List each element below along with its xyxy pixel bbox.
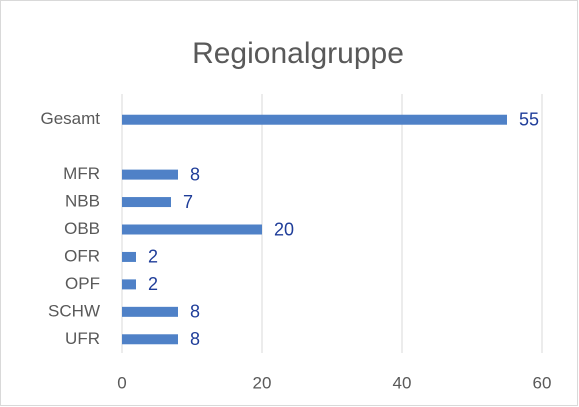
- y-tick-label: UFR: [65, 329, 100, 348]
- chart-title: Regionalgruppe: [192, 37, 404, 70]
- y-tick-label: NBB: [65, 192, 100, 211]
- bar: [122, 306, 178, 317]
- y-tick-label: Gesamt: [40, 109, 100, 128]
- data-label: 8: [190, 329, 200, 349]
- x-tick-label: 0: [117, 373, 126, 392]
- bar: [122, 224, 262, 235]
- bar: [122, 279, 136, 290]
- x-tick-label: 40: [393, 373, 412, 392]
- data-label: 7: [183, 192, 193, 212]
- bar: [122, 197, 171, 208]
- y-tick-label: OPF: [65, 274, 100, 293]
- data-label: 20: [274, 219, 294, 239]
- bar: [122, 169, 178, 180]
- y-tick-label: OFR: [64, 246, 100, 265]
- bar: [122, 114, 507, 125]
- x-tick-label: 60: [533, 373, 552, 392]
- bar: [122, 334, 178, 345]
- x-tick-label: 20: [253, 373, 272, 392]
- y-tick-label: MFR: [63, 164, 100, 183]
- data-label: 2: [148, 247, 158, 267]
- data-label: 2: [148, 274, 158, 294]
- data-label: 55: [519, 109, 539, 129]
- bar: [122, 251, 136, 262]
- y-tick-label: OBB: [64, 219, 100, 238]
- data-label: 8: [190, 164, 200, 184]
- y-tick-label: SCHW: [48, 301, 100, 320]
- data-label: 8: [190, 302, 200, 322]
